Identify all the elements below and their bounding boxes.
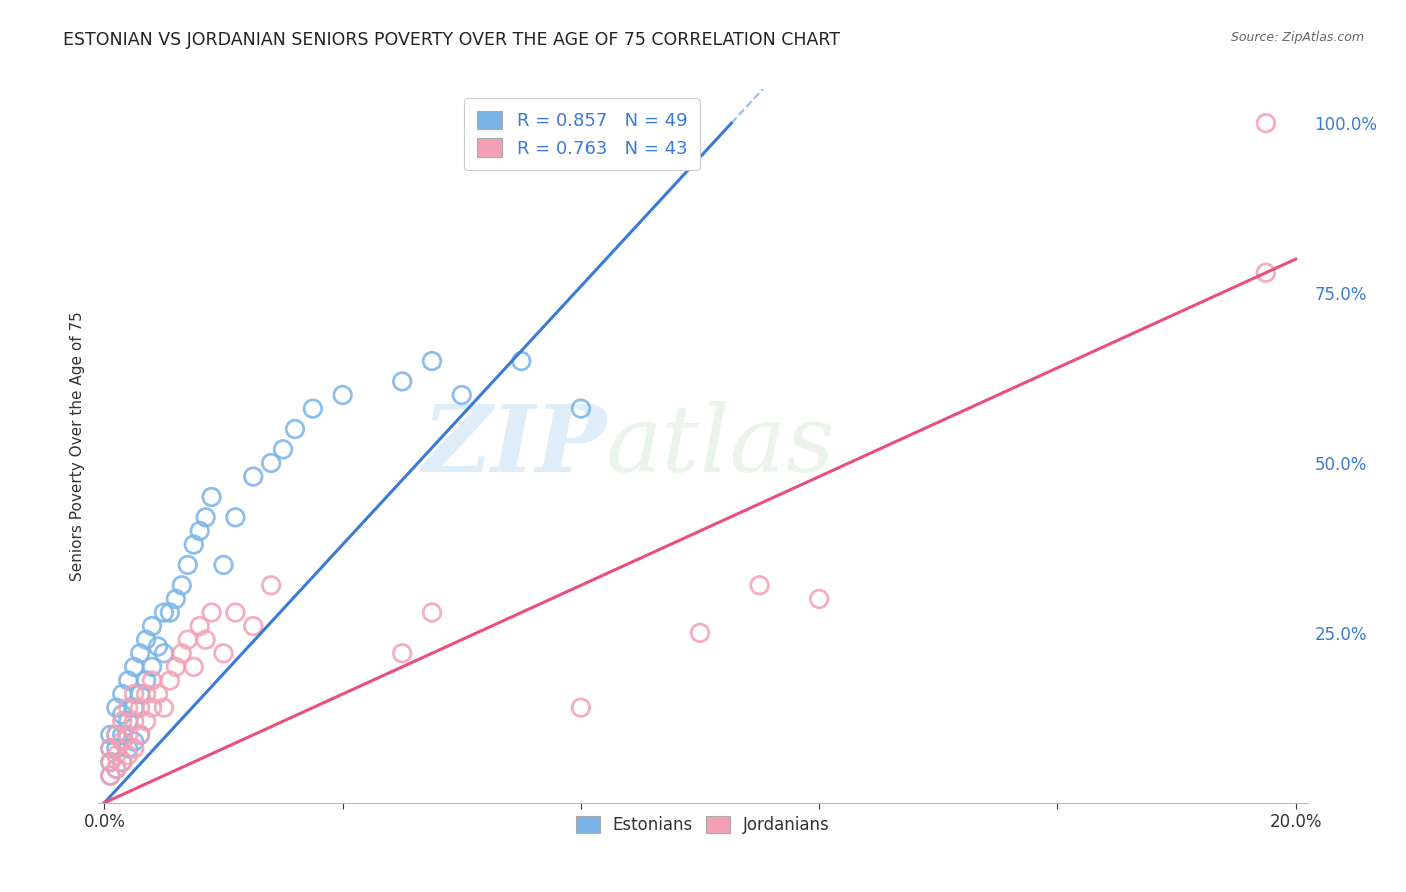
Point [135, 687, 157, 701]
Legend: Estonians, Jordanians: Estonians, Jordanians [567, 806, 839, 845]
Point [117, 741, 139, 756]
Point [332, 388, 354, 402]
Point [98, 769, 121, 783]
Point [302, 401, 325, 416]
Point [135, 673, 157, 688]
Point [117, 748, 139, 763]
Point [111, 707, 134, 722]
Point [194, 632, 217, 647]
Point [808, 591, 831, 606]
Point [188, 524, 211, 538]
Point [98, 755, 121, 769]
Point [188, 619, 211, 633]
Point [98, 769, 121, 783]
Point [105, 762, 128, 776]
Point [420, 354, 443, 368]
Point [105, 728, 128, 742]
Point [117, 714, 139, 729]
Point [153, 606, 176, 620]
Text: Source: ZipAtlas.com: Source: ZipAtlas.com [1230, 31, 1364, 45]
Point [135, 714, 157, 729]
Point [135, 632, 157, 647]
Point [224, 510, 246, 524]
Point [122, 660, 145, 674]
Point [129, 646, 152, 660]
Point [420, 606, 443, 620]
Point [98, 741, 121, 756]
Point [260, 578, 283, 592]
Point [141, 660, 163, 674]
Point [242, 469, 264, 483]
Point [569, 401, 592, 416]
Point [165, 591, 187, 606]
Point [98, 728, 121, 742]
Point [284, 422, 307, 436]
Point [129, 728, 152, 742]
Text: atlas: atlas [606, 401, 835, 491]
Point [159, 673, 181, 688]
Point [129, 687, 152, 701]
Point [111, 755, 134, 769]
Point [141, 673, 163, 688]
Y-axis label: Seniors Poverty Over the Age of 75: Seniors Poverty Over the Age of 75 [69, 311, 84, 581]
Point [510, 354, 533, 368]
Point [242, 619, 264, 633]
Point [146, 687, 169, 701]
Point [748, 578, 770, 592]
Text: ZIP: ZIP [422, 401, 606, 491]
Point [165, 660, 187, 674]
Point [117, 700, 139, 714]
Point [271, 442, 294, 457]
Text: ESTONIAN VS JORDANIAN SENIORS POVERTY OVER THE AGE OF 75 CORRELATION CHART: ESTONIAN VS JORDANIAN SENIORS POVERTY OV… [63, 31, 841, 49]
Point [105, 728, 128, 742]
Point [105, 741, 128, 756]
Point [212, 558, 235, 572]
Point [111, 728, 134, 742]
Point [224, 606, 246, 620]
Point [111, 714, 134, 729]
Point [129, 700, 152, 714]
Point [212, 646, 235, 660]
Point [1254, 116, 1277, 130]
Point [153, 646, 176, 660]
Point [111, 755, 134, 769]
Point [117, 728, 139, 742]
Point [129, 728, 152, 742]
Point [105, 748, 128, 763]
Point [260, 456, 283, 470]
Point [141, 619, 163, 633]
Point [105, 762, 128, 776]
Point [122, 687, 145, 701]
Point [146, 640, 169, 654]
Point [391, 646, 413, 660]
Point [111, 734, 134, 748]
Point [391, 375, 413, 389]
Point [141, 700, 163, 714]
Point [177, 632, 200, 647]
Point [111, 687, 134, 701]
Point [159, 606, 181, 620]
Point [200, 490, 222, 504]
Point [569, 700, 592, 714]
Point [183, 537, 205, 551]
Point [122, 700, 145, 714]
Point [170, 646, 193, 660]
Point [122, 741, 145, 756]
Point [170, 578, 193, 592]
Point [122, 734, 145, 748]
Point [689, 626, 711, 640]
Point [177, 558, 200, 572]
Point [122, 714, 145, 729]
Point [117, 673, 139, 688]
Point [1254, 266, 1277, 280]
Point [200, 606, 222, 620]
Point [98, 755, 121, 769]
Point [153, 700, 176, 714]
Point [105, 700, 128, 714]
Point [450, 388, 472, 402]
Point [183, 660, 205, 674]
Point [98, 741, 121, 756]
Point [194, 510, 217, 524]
